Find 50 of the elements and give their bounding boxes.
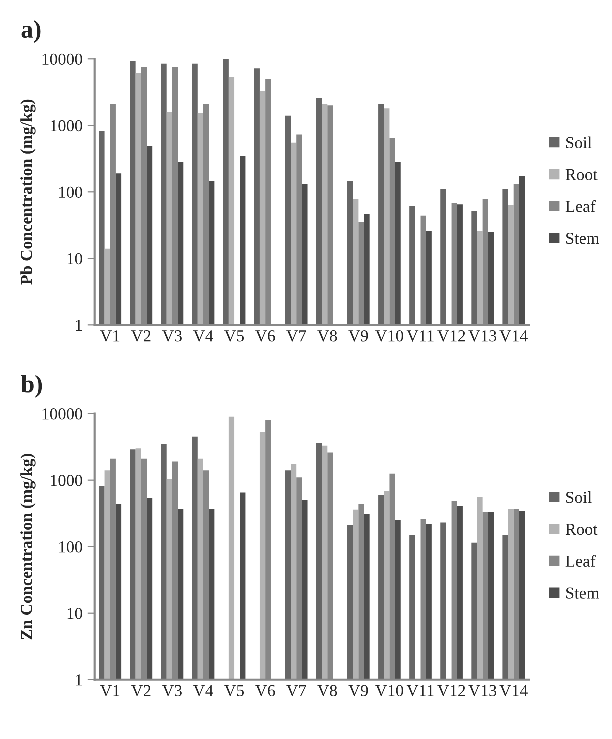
x-tick-label: V8: [318, 330, 338, 342]
x-tick-label: V12: [438, 330, 466, 342]
legend-label: Stem: [566, 232, 600, 244]
x-tick-label: V5: [224, 330, 244, 342]
chart-title: b): [21, 375, 42, 398]
x-tick-label: V8: [318, 685, 338, 697]
x-tick-label: V14: [500, 330, 528, 342]
x-tick-label: V2: [131, 685, 151, 697]
y-axis-title: Zn Concentration (mg/kg): [20, 454, 36, 640]
y-tick-label: 10: [68, 608, 82, 620]
legend-label: Stem: [566, 588, 600, 599]
x-tick-label: V4: [193, 685, 214, 697]
y-axis-title: Pb Concentration (mg/kg): [20, 100, 36, 285]
legend-label: Soil: [566, 136, 592, 149]
x-tick-label: V6: [256, 330, 276, 342]
x-tick-label: V3: [162, 330, 182, 342]
y-tick-label: 100: [60, 186, 82, 198]
legend-label: Root: [566, 169, 598, 180]
legend-label: Soil: [566, 492, 592, 504]
x-tick-label: V11: [406, 330, 434, 342]
x-tick-label: V13: [468, 330, 497, 342]
x-tick-label: V13: [468, 685, 497, 697]
x-tick-label: V10: [376, 685, 404, 697]
x-tick-label: V1: [100, 330, 120, 342]
x-tick-label: V7: [286, 685, 306, 697]
x-tick-label: V11: [406, 685, 434, 697]
legend-label: Leaf: [566, 200, 596, 212]
legend-label: Leaf: [566, 555, 596, 568]
y-tick-label: 100: [60, 542, 82, 553]
x-tick-label: V14: [500, 685, 528, 697]
x-tick-label: V5: [224, 685, 244, 697]
x-tick-label: V6: [256, 685, 276, 697]
x-tick-label: V3: [162, 685, 182, 697]
x-tick-label: V9: [348, 330, 368, 342]
y-tick-label: 1: [76, 674, 82, 686]
x-tick-label: V9: [348, 685, 368, 697]
y-tick-label: 1000: [51, 120, 82, 132]
y-tick-label: 10000: [42, 54, 82, 66]
chart-title: a): [22, 20, 41, 44]
y-tick-label: 10: [68, 253, 82, 265]
x-tick-label: V10: [376, 330, 404, 342]
y-tick-label: 1: [76, 320, 82, 331]
legend-label: Root: [566, 524, 598, 536]
x-tick-label: V4: [193, 330, 214, 342]
x-tick-label: V1: [100, 685, 120, 697]
x-tick-label: V7: [286, 330, 306, 342]
y-tick-label: 1000: [51, 475, 82, 486]
x-tick-label: V12: [438, 685, 466, 697]
x-tick-label: V2: [131, 330, 151, 342]
y-tick-label: 10000: [42, 408, 82, 420]
